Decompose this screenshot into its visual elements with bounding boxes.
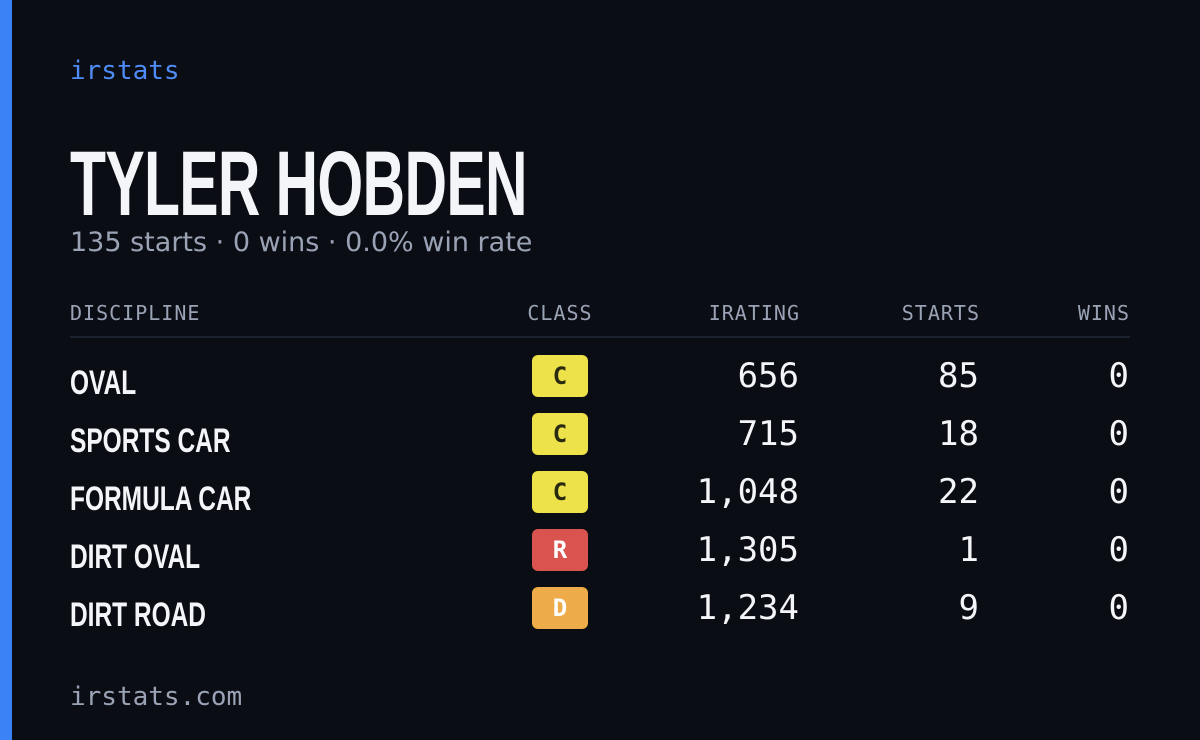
wins: 0	[1108, 588, 1129, 628]
irating: 1,048	[696, 472, 799, 512]
wins: 0	[1108, 414, 1129, 454]
summary: 135 starts · 0 wins · 0.0% win rate	[70, 227, 533, 258]
starts: 85	[938, 356, 979, 396]
discipline: SPORTS CAR	[70, 422, 231, 460]
header-rule	[70, 336, 1130, 338]
discipline: DIRT OVAL	[70, 538, 201, 576]
irating: 1,234	[696, 588, 799, 628]
class-badge: C	[532, 413, 588, 455]
class-badge: C	[532, 355, 588, 397]
class-badge: D	[532, 587, 588, 629]
irating: 656	[737, 356, 799, 396]
class-badge: R	[532, 529, 588, 571]
wins: 0	[1108, 530, 1129, 570]
column-header: WINS	[1077, 301, 1130, 325]
class-badge: C	[532, 471, 588, 513]
irating: 715	[737, 414, 799, 454]
discipline: OVAL	[70, 364, 137, 402]
starts: 22	[938, 472, 979, 512]
starts: 9	[958, 588, 979, 628]
driver-name: TYLER HOBDEN	[70, 133, 527, 235]
irating: 1,305	[696, 530, 799, 570]
footer: irstats.com	[70, 682, 243, 712]
wins: 0	[1108, 472, 1129, 512]
discipline: DIRT ROAD	[70, 596, 207, 634]
starts: 1	[958, 530, 979, 570]
starts: 18	[938, 414, 979, 454]
discipline: FORMULA CAR	[70, 480, 252, 518]
wins: 0	[1108, 356, 1129, 396]
column-header: DISCIPLINE	[70, 301, 201, 325]
column-header: CLASS	[527, 301, 593, 325]
column-header: STARTS	[901, 301, 980, 325]
accent-stripe	[0, 0, 12, 740]
column-header: IRATING	[708, 301, 800, 325]
brand: irstats	[70, 56, 180, 86]
